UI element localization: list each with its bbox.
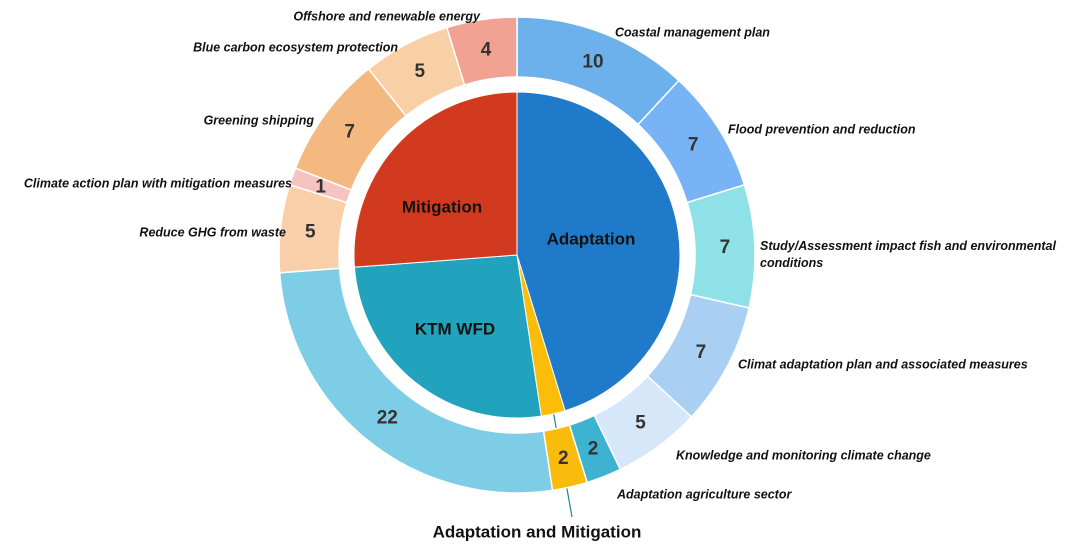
segment-label: Greening shipping [204,113,315,127]
value-label: 2 [558,448,569,469]
inner-label: KTM WFD [415,319,495,338]
inner-label: Adaptation [547,229,636,248]
value-label: 1 [315,176,326,197]
value-label: 7 [344,122,355,143]
inner-label: Mitigation [402,197,482,216]
value-label: 7 [720,237,731,258]
inner-label: Adaptation and Mitigation [433,522,642,541]
value-label: 2 [588,439,599,460]
segment-label: Adaptation agriculture sector [616,487,792,501]
value-label: 4 [481,39,492,60]
segment-label: Offshore and renewable energy [293,9,481,23]
outer-sector [445,16,518,86]
value-label: 22 [377,408,398,429]
segment-label: Climate action plan with mitigation meas… [24,176,292,190]
segment-label: Flood prevention and reduction [728,122,916,136]
value-label: 5 [635,412,646,433]
segment-label: Knowledge and monitoring climate change [676,448,931,462]
segment-label: Coastal management plan [615,25,770,39]
value-label: 7 [688,134,699,155]
inner-sector [353,91,518,268]
inner-sector [353,254,542,419]
value-label: 10 [582,51,603,72]
value-label: 5 [415,61,426,82]
segment-label: Study/Assessment impact fish and environ… [760,239,1056,270]
value-label: 7 [696,342,707,363]
segment-label: Blue carbon ecosystem protection [193,40,398,54]
segment-label-box: Study/Assessment impact fish and environ… [760,239,1056,270]
segment-label: Reduce GHG from waste [139,225,286,239]
segment-label: Climat adaptation plan and associated me… [738,357,1028,371]
value-label: 5 [305,222,316,243]
inner-sector [516,91,681,412]
